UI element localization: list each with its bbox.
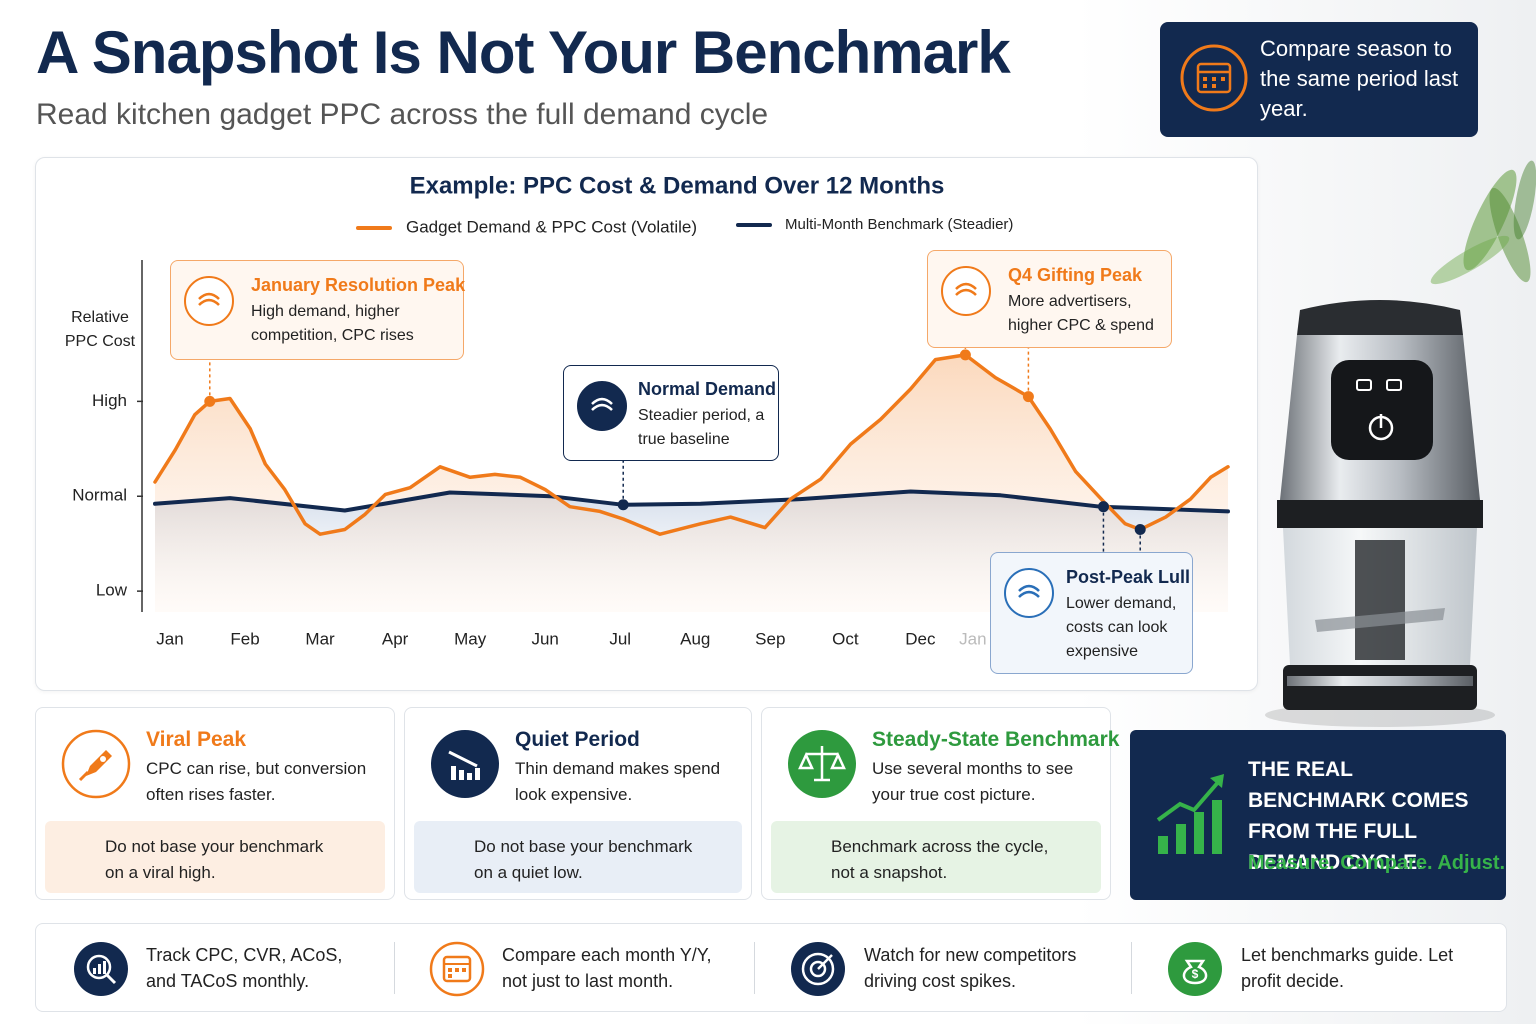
area [155,354,1228,612]
annotation-icon [1004,568,1054,618]
annotation-title: January Resolution Peak [251,275,466,295]
x-tick-label: Jan [959,629,986,648]
annotation-text: More advertisers, higher CPC & spend [1008,293,1154,334]
x-tick-label: Apr [382,629,409,648]
rocket-icon [61,729,131,799]
annotation-point [1022,391,1034,403]
benchmark-box: THE REAL BENCHMARK COMES FROM THE FULL D… [1130,730,1506,900]
x-tick-label: Jul [609,629,631,648]
annotation-title: Q4 Gifting Peak [1008,265,1143,285]
tip-text: Compare each month Y/Y, not just to last… [502,945,712,991]
card-note: Do not base your benchmark on a quiet lo… [414,821,742,893]
annotation-icon [577,381,627,431]
chart-down-icon [431,730,499,798]
callout: Compare season to the same period last y… [1160,22,1478,137]
money-icon: $ [1168,942,1222,996]
benchmark-text: THE REAL BENCHMARK COMES FROM THE FULL D… [1248,758,1469,874]
chart-title: Example: PPC Cost & Demand Over 12 Month… [410,172,945,199]
card-text: CPC can rise, but conversion often rises… [146,759,367,804]
benchmark-tagline: Measure. Compare. Adjust. [1248,852,1506,874]
card: Steady-State Benchmark Use several month… [761,707,1119,900]
annotation-point [1134,523,1146,535]
line [153,353,1230,536]
chart: Example: PPC Cost & Demand Over 12 Month… [72,172,1230,648]
card: Quiet Period Thin demand makes spend loo… [404,707,752,900]
page-title: A Snapshot Is Not Your Benchmark [36,19,1011,86]
x-tick-label: Feb [230,629,259,648]
page-subtitle: Read kitchen gadget PPC across the full … [36,98,769,131]
y-axis-label: Relative PPC Cost [64,309,136,350]
search-chart-icon [74,942,128,996]
annotation-point [617,499,629,511]
card-text: Use several months to see your true cost… [872,759,1074,804]
annotation-point [204,395,216,407]
card-title: Steady-State Benchmark [872,728,1120,751]
x-tick-label: Dec [905,629,936,648]
x-tick-label: Sep [755,629,785,648]
divider [754,942,755,994]
line [153,489,1230,514]
annotation-icon [941,266,991,316]
tip-text: Let benchmarks guide. Let profit decide. [1241,945,1454,991]
chopper-image [1265,300,1495,727]
tip-text: Watch for new competitors driving cost s… [864,945,1077,991]
card-title: Quiet Period [515,728,640,751]
annotation-title: Post-Peak Lull [1066,567,1191,587]
annotation-text: Steadier period, a true baseline [638,407,765,448]
annotation-text: Lower demand, costs can look expensive [1066,595,1177,660]
calendar-icon [429,941,485,997]
card-title: Viral Peak [146,728,247,751]
target-icon [791,942,845,996]
annotation-box: January Resolution Peak High demand, high… [170,260,466,360]
annotation-icon [184,276,234,326]
card-note-text: Benchmark across the cycle, not a snapsh… [831,837,1049,882]
plant-decoration [1430,160,1536,285]
x-tick-label: Jan [156,629,183,648]
card-note: Benchmark across the cycle, not a snapsh… [771,821,1101,893]
legend-label: Gadget Demand & PPC Cost (Volatile) [406,217,697,236]
card-text: Thin demand makes spend look expensive. [515,759,721,804]
callout-text: Compare season to the same period last y… [1260,36,1459,121]
divider [394,942,395,994]
annotation-point [959,349,971,361]
annotation-box: Normal Demand Steadier period, a true bas… [563,365,779,461]
x-tick-label: May [454,629,487,648]
tips-bar: Track CPC, CVR, ACoS, and TACoS monthly.… [35,923,1507,1012]
card-note: Do not base your benchmark on a viral hi… [45,821,385,893]
scale-icon [788,730,856,798]
legend-label: Multi-Month Benchmark (Steadier) [785,216,1013,233]
tip-text: Track CPC, CVR, ACoS, and TACoS monthly. [146,945,343,991]
annotation-point [1097,501,1109,513]
y-tick-label: High [92,391,127,410]
card: Viral Peak CPC can rise, but conversion … [35,707,395,900]
calendar-icon [1180,44,1248,112]
card-note-text: Do not base your benchmark on a quiet lo… [474,837,693,882]
x-tick-label: Aug [680,629,710,648]
card-note-text: Do not base your benchmark on a viral hi… [105,837,324,882]
annotation-text: High demand, higher competition, CPC ris… [251,303,414,344]
x-tick-label: Jun [531,629,558,648]
annotation-title: Normal Demand [638,379,777,399]
y-tick-label: Low [96,581,128,600]
x-tick-label: Oct [832,629,859,648]
divider [1131,942,1132,994]
y-tick-label: Normal [72,486,127,505]
growth-icon [1156,774,1224,854]
annotation-box: Post-Peak Lull Lower demand, costs can lo… [990,552,1193,674]
annotation-box: Q4 Gifting Peak More advertisers, higher … [927,250,1172,348]
svg-text:$: $ [1192,967,1199,981]
x-tick-label: Mar [305,629,335,648]
